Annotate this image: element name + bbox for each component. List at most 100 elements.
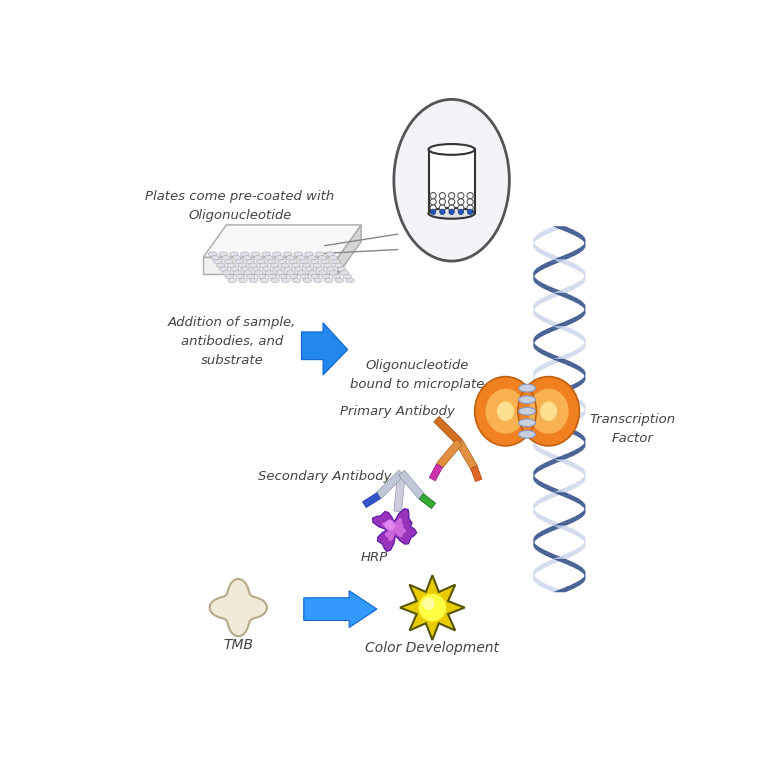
Polygon shape xyxy=(400,575,465,640)
Ellipse shape xyxy=(519,396,536,403)
Ellipse shape xyxy=(316,252,324,257)
Ellipse shape xyxy=(273,267,281,271)
Circle shape xyxy=(458,199,464,205)
Ellipse shape xyxy=(299,259,308,264)
Polygon shape xyxy=(304,591,377,627)
Ellipse shape xyxy=(310,259,319,264)
Ellipse shape xyxy=(281,263,290,267)
Ellipse shape xyxy=(332,274,341,279)
Polygon shape xyxy=(338,225,361,274)
Ellipse shape xyxy=(265,270,274,275)
Ellipse shape xyxy=(286,256,295,261)
Ellipse shape xyxy=(225,259,233,264)
Ellipse shape xyxy=(303,263,311,267)
Polygon shape xyxy=(209,579,267,636)
Ellipse shape xyxy=(318,256,327,261)
Circle shape xyxy=(467,193,473,199)
Circle shape xyxy=(458,193,464,199)
Ellipse shape xyxy=(335,278,344,283)
Ellipse shape xyxy=(316,267,325,271)
Polygon shape xyxy=(429,150,474,213)
Ellipse shape xyxy=(529,389,568,434)
Ellipse shape xyxy=(338,267,346,271)
Ellipse shape xyxy=(230,267,238,271)
Ellipse shape xyxy=(222,256,230,261)
Ellipse shape xyxy=(326,252,335,257)
Ellipse shape xyxy=(236,274,244,279)
Ellipse shape xyxy=(270,263,279,267)
Ellipse shape xyxy=(276,270,284,275)
Ellipse shape xyxy=(296,256,306,261)
Ellipse shape xyxy=(262,252,270,257)
Circle shape xyxy=(430,193,436,199)
Circle shape xyxy=(430,205,436,211)
Circle shape xyxy=(448,193,455,199)
Ellipse shape xyxy=(311,274,319,279)
Ellipse shape xyxy=(474,377,536,446)
Text: Plates come pre-coated with
Oligonucleotide: Plates come pre-coated with Oligonucleot… xyxy=(145,189,335,222)
Ellipse shape xyxy=(222,270,231,275)
Ellipse shape xyxy=(209,252,217,257)
Circle shape xyxy=(449,209,455,215)
Polygon shape xyxy=(203,225,361,257)
Polygon shape xyxy=(362,493,380,507)
Ellipse shape xyxy=(257,259,265,264)
Polygon shape xyxy=(394,472,406,512)
Circle shape xyxy=(467,199,473,205)
Ellipse shape xyxy=(243,256,251,261)
Polygon shape xyxy=(429,464,442,481)
Text: Transcription
Factor: Transcription Factor xyxy=(590,413,675,445)
Ellipse shape xyxy=(319,270,327,275)
Ellipse shape xyxy=(283,267,293,271)
Ellipse shape xyxy=(294,267,303,271)
Circle shape xyxy=(448,199,455,205)
Ellipse shape xyxy=(297,270,306,275)
Ellipse shape xyxy=(292,278,301,283)
Ellipse shape xyxy=(329,256,338,261)
Ellipse shape xyxy=(305,267,314,271)
Ellipse shape xyxy=(233,270,241,275)
Circle shape xyxy=(430,199,436,205)
Ellipse shape xyxy=(289,259,297,264)
Ellipse shape xyxy=(262,267,270,271)
Text: Oligonucleotide
bound to microplate: Oligonucleotide bound to microplate xyxy=(350,359,484,391)
Ellipse shape xyxy=(228,278,236,283)
Circle shape xyxy=(467,205,473,211)
Ellipse shape xyxy=(273,252,281,257)
Polygon shape xyxy=(471,466,482,481)
Text: Primary Antibody: Primary Antibody xyxy=(340,405,455,418)
Ellipse shape xyxy=(292,263,300,267)
Circle shape xyxy=(384,520,396,530)
Ellipse shape xyxy=(286,270,295,275)
Ellipse shape xyxy=(241,267,249,271)
Circle shape xyxy=(448,205,455,211)
Ellipse shape xyxy=(335,263,343,267)
Text: Secondary Antibody: Secondary Antibody xyxy=(257,470,391,483)
Ellipse shape xyxy=(303,278,312,283)
Circle shape xyxy=(422,597,435,610)
Text: Color Development: Color Development xyxy=(365,641,500,655)
Ellipse shape xyxy=(249,263,257,267)
Ellipse shape xyxy=(485,389,526,434)
Polygon shape xyxy=(302,322,348,375)
Ellipse shape xyxy=(429,208,474,219)
Ellipse shape xyxy=(249,278,257,283)
Ellipse shape xyxy=(518,377,579,446)
Ellipse shape xyxy=(260,263,268,267)
Polygon shape xyxy=(419,494,435,509)
Ellipse shape xyxy=(270,278,279,283)
Ellipse shape xyxy=(211,256,219,261)
Polygon shape xyxy=(203,257,338,274)
Ellipse shape xyxy=(307,256,316,261)
Polygon shape xyxy=(436,439,462,468)
Circle shape xyxy=(439,199,445,205)
Ellipse shape xyxy=(324,278,333,283)
Ellipse shape xyxy=(264,256,273,261)
Circle shape xyxy=(419,594,446,621)
Ellipse shape xyxy=(247,274,255,279)
Ellipse shape xyxy=(343,274,351,279)
Circle shape xyxy=(430,209,435,215)
Circle shape xyxy=(439,209,445,215)
Text: HRP: HRP xyxy=(361,551,388,564)
Circle shape xyxy=(439,205,445,211)
